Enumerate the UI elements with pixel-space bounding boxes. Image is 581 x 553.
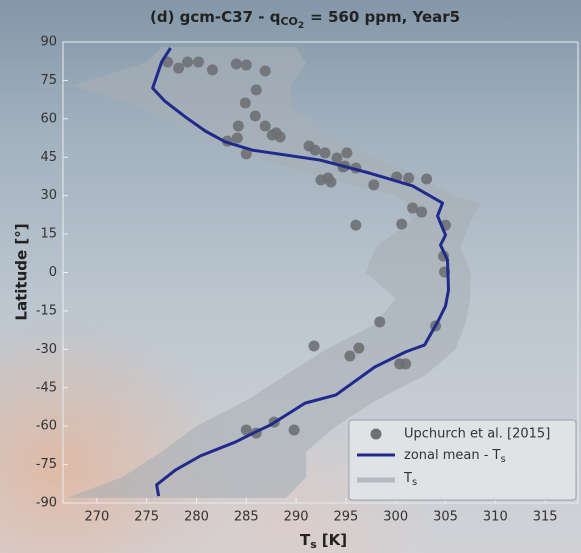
legend-label-main: zonal mean - T (404, 448, 501, 463)
data-point (325, 176, 337, 188)
data-point (250, 84, 262, 96)
x-tick-label: 280 (184, 510, 209, 525)
data-point (240, 148, 252, 160)
legend-box (348, 419, 577, 501)
data-point (350, 219, 362, 231)
zonal-mean-line (151, 47, 451, 497)
data-point (240, 59, 252, 71)
data-point (206, 64, 218, 76)
x-tick-label: 305 (433, 510, 458, 525)
data-point (249, 110, 261, 122)
title-subsub: 2 (298, 21, 304, 31)
xlabel-rest: [K] (322, 531, 347, 549)
data-point (400, 358, 412, 370)
data-point (173, 62, 185, 74)
data-point (182, 56, 194, 68)
y-tick-label: -45 (36, 380, 57, 395)
legend-label-sub: s (412, 477, 417, 488)
y-tick-label: -75 (36, 457, 57, 472)
legend-label: Upchurch et al. [2015] (404, 427, 550, 442)
title-main: (d) gcm-C37 - q (150, 8, 280, 26)
y-tick-label: 90 (40, 35, 57, 50)
y-tick-label: -90 (36, 496, 57, 511)
data-point (288, 424, 300, 436)
x-tick-label: 300 (383, 510, 408, 525)
data-point (239, 97, 251, 109)
chart-title: (d) gcm-C37 - qCO2 = 560 ppm, Year5 (150, 8, 460, 31)
data-point (341, 147, 353, 159)
y-tick-label: 0 (49, 265, 57, 280)
data-point (231, 132, 243, 144)
x-axis-label: Ts [K] (300, 531, 347, 552)
data-point (421, 173, 433, 185)
data-point (319, 147, 331, 159)
data-point (240, 424, 252, 436)
y-tick-label: 15 (40, 227, 57, 242)
ts-band (66, 47, 482, 498)
x-tick-label: 295 (333, 510, 358, 525)
title-rest: = 560 ppm, Year5 (310, 8, 460, 26)
data-point (309, 144, 321, 156)
x-tick-label: 315 (533, 510, 558, 525)
legend-label-sub: s (501, 454, 506, 465)
data-point (331, 152, 343, 164)
x-tick-label: 290 (284, 510, 309, 525)
xlabel-main: T (300, 531, 311, 549)
legend-label: zonal mean - Ts (404, 448, 506, 466)
y-tick-label: 75 (40, 73, 57, 88)
x-tick-label: 285 (234, 510, 259, 525)
data-point (259, 120, 271, 132)
x-tick-label: 275 (134, 510, 159, 525)
data-point (374, 316, 386, 328)
data-point (403, 172, 415, 184)
data-point (368, 179, 380, 191)
title-sub: CO (280, 15, 297, 28)
x-tick-label: 270 (84, 510, 109, 525)
data-point (232, 120, 244, 132)
data-point (344, 350, 356, 362)
data-point (315, 174, 327, 186)
xlabel-sub: s (310, 538, 317, 551)
y-tick-label: -30 (36, 342, 57, 357)
x-tick-label: 310 (483, 510, 508, 525)
y-tick-label: 45 (40, 150, 57, 165)
y-tick-label: 30 (40, 188, 57, 203)
y-tick-label: -15 (36, 303, 57, 318)
data-point (259, 65, 271, 77)
legend-marker (370, 428, 382, 440)
data-point (407, 202, 419, 214)
legend-label: Ts (403, 471, 417, 489)
y-tick-label: 60 (40, 111, 57, 126)
data-point (230, 58, 242, 70)
data-point (308, 340, 320, 352)
data-point (353, 342, 365, 354)
data-point (396, 218, 408, 230)
data-point (274, 131, 286, 143)
data-point (416, 206, 428, 218)
y-tick-label: -60 (36, 419, 57, 434)
legend-label-main: T (403, 471, 412, 486)
y-axis-label: Latitude [°] (13, 223, 31, 320)
data-point (192, 56, 204, 68)
